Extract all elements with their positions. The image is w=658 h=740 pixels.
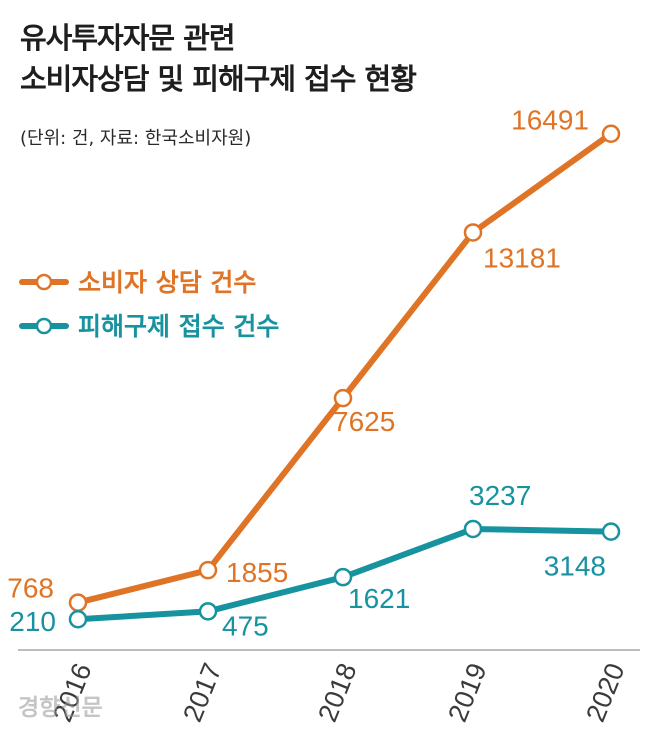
- series-group: 768 1855 7625 13181 16491 210 475 1621 3237 3148: [7, 105, 621, 641]
- data-label-relief-2020: 3148: [544, 551, 606, 582]
- data-label-consult-2019: 13181: [483, 242, 561, 273]
- x-tick-2019: 2019: [442, 659, 492, 726]
- legend-item-relief: 피해구제 접수 건수: [19, 312, 279, 341]
- point-consult-2018: [333, 388, 353, 408]
- data-label-consult-2018: 7625: [333, 406, 395, 437]
- watermark-logo: 경향신문: [18, 695, 103, 721]
- point-relief-2020: [601, 522, 621, 541]
- title-line-2: 소비자상담 및 피해구제 접수 현황: [20, 62, 417, 96]
- point-relief-2016: [68, 609, 88, 629]
- legend-label-relief: 피해구제 접수 건수: [78, 312, 279, 341]
- point-consult-2017: [198, 560, 218, 580]
- legend: 소비자 상담 건수 피해구제 접수 건수: [19, 268, 279, 341]
- data-label-relief-2019: 3237: [469, 480, 531, 511]
- data-label-relief-2018: 1621: [348, 583, 410, 614]
- data-label-consult-2017: 1855: [226, 557, 288, 588]
- point-relief-2018: [333, 567, 353, 587]
- point-consult-2019: [463, 223, 483, 242]
- point-consult-2016: [68, 593, 88, 612]
- data-label-consult-2016: 768: [7, 573, 54, 604]
- legend-item-consult: 소비자 상담 건수: [19, 268, 256, 297]
- legend-marker-relief: [35, 317, 53, 335]
- chart-title: 유사투자자문 관련 소비자상담 및 피해구제 접수 현황: [20, 18, 417, 100]
- legend-label-consult: 소비자 상담 건수: [78, 268, 256, 297]
- legend-marker-consult: [35, 273, 53, 291]
- point-relief-2019: [463, 519, 483, 539]
- x-tick-2018: 2018: [312, 659, 362, 726]
- data-label-relief-2017: 475: [222, 610, 269, 641]
- x-tick-2017: 2017: [177, 659, 227, 726]
- source-note: (단위: 건, 자료: 한국소비자원): [20, 128, 252, 149]
- point-relief-2017: [198, 602, 218, 621]
- series-consult: 768 1855 7625 13181 16491: [7, 105, 621, 612]
- title-line-1: 유사투자자문 관련: [20, 21, 236, 55]
- series-relief: 210 475 1621 3237 3148: [9, 480, 621, 641]
- data-label-relief-2016: 210: [9, 606, 56, 637]
- data-label-consult-2020: 16491: [511, 105, 589, 136]
- x-tick-2020: 2020: [580, 659, 630, 726]
- point-consult-2020: [601, 124, 621, 143]
- x-axis-ticks: 2016 2017 2018 2019 2020: [47, 659, 630, 726]
